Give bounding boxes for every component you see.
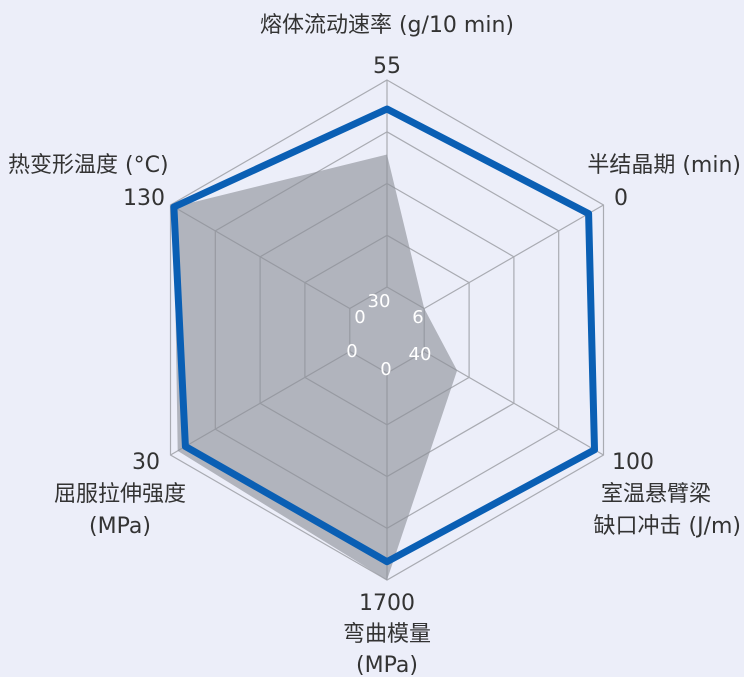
axis-title-izod-line2: 缺口冲击 (J/m) (594, 514, 742, 539)
axis-title-tensile-line2: (MPa) (89, 514, 151, 539)
axis-title-flex-modulus-line1: 弯曲模量 (343, 622, 431, 647)
filled-area-series (173, 154, 458, 580)
axis-title-half-crystallization: 半结晶期 (min) (587, 153, 741, 178)
axis-title-flex-modulus-line2: (MPa) (356, 653, 418, 677)
outer-tick-flex-modulus: 1700 (359, 591, 415, 616)
outer-tick-hdt: 130 (123, 186, 165, 211)
inner-tick-half-crystallization: 6 (412, 307, 423, 328)
inner-tick-melt-flow: 30 (368, 291, 391, 312)
outer-tick-izod: 100 (612, 450, 654, 475)
inner-tick-tensile: 0 (346, 341, 357, 362)
spoke-half_cryst (423, 204, 604, 310)
inner-tick-flex-modulus: 0 (380, 359, 391, 380)
axis-title-izod-line1: 室温悬臂梁 (601, 482, 711, 507)
inner-tick-hdt: 0 (354, 307, 365, 328)
outline-series (170, 105, 598, 566)
outer-tick-half-crystallization: 0 (614, 186, 628, 211)
outer-tick-tensile: 30 (132, 450, 160, 475)
axis-title-tensile-line1: 屈服拉伸强度 (54, 482, 186, 507)
inner-tick-izod: 40 (409, 344, 432, 365)
outer-tick-melt-flow: 55 (373, 54, 401, 79)
axis-title-hdt: 热变形温度 (°C) (8, 153, 169, 178)
inner-tick-labels: 30 6 40 0 0 0 (346, 291, 431, 380)
axis-labels: 熔体流动速率 (g/10 min) 55 半结晶期 (min) 0 100 室温… (8, 13, 741, 677)
axis-title-melt-flow: 熔体流动速率 (g/10 min) (260, 13, 514, 38)
